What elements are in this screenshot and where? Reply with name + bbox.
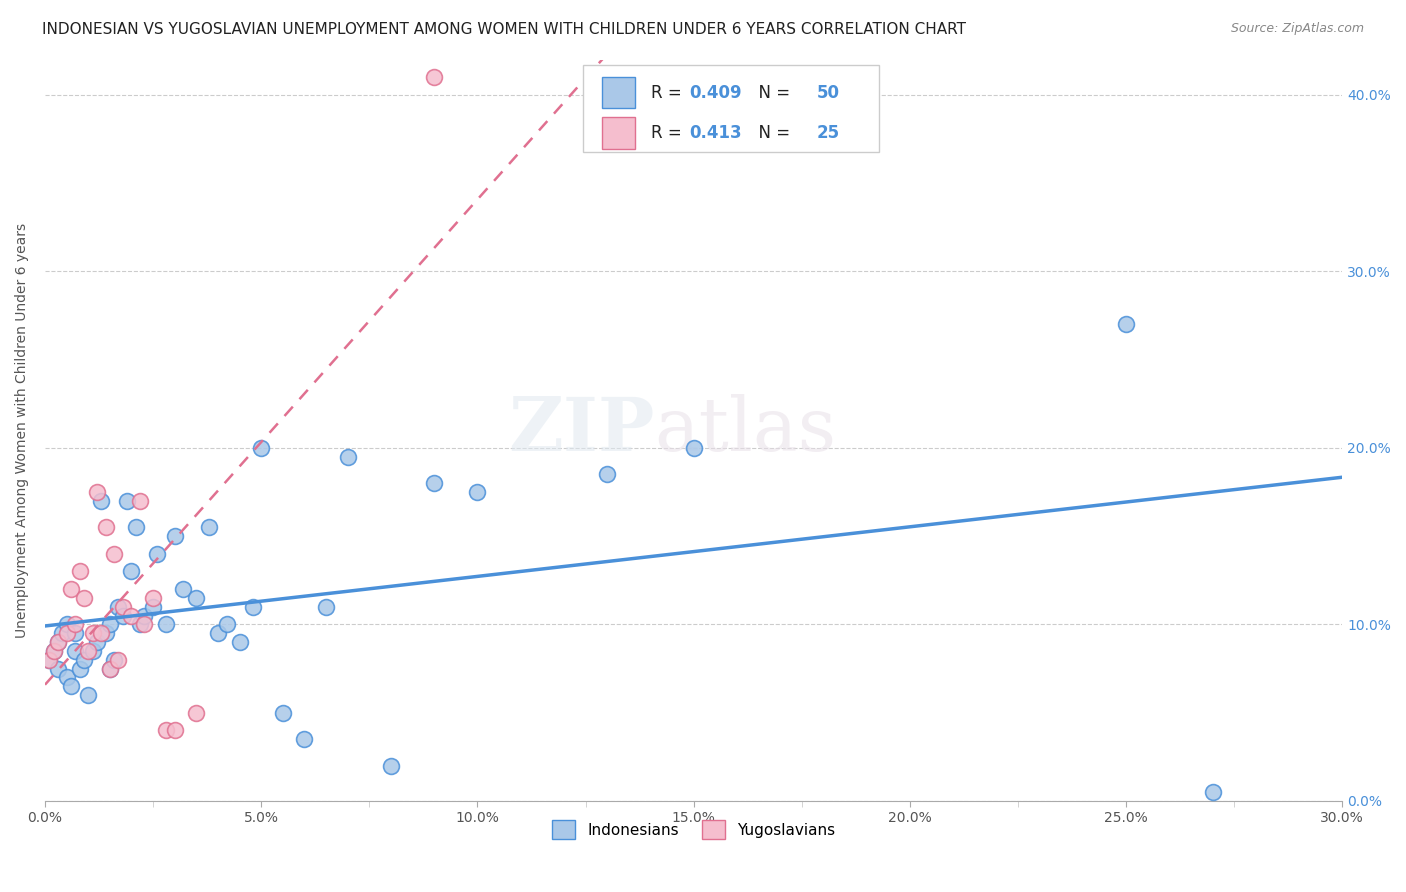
Point: [129, 493, 152, 508]
Point: [336, 450, 359, 464]
Point: [86, 485, 108, 500]
Point: [65, 644, 87, 658]
Text: R =: R =: [651, 84, 686, 102]
Point: [134, 617, 156, 632]
Point: [423, 476, 446, 491]
Point: [46, 661, 69, 675]
Point: [467, 485, 489, 500]
Point: [250, 441, 273, 455]
Point: [59, 582, 82, 596]
Point: [207, 626, 229, 640]
Point: [271, 706, 294, 720]
Point: [186, 591, 208, 605]
Point: [98, 617, 121, 632]
Point: [1115, 318, 1137, 332]
Point: [77, 688, 100, 702]
Point: [107, 599, 129, 614]
Point: [94, 626, 117, 640]
Point: [73, 591, 96, 605]
Point: [172, 582, 194, 596]
Point: [155, 617, 177, 632]
Text: 50: 50: [817, 84, 839, 102]
Point: [90, 626, 112, 640]
Point: [98, 661, 121, 675]
Point: [94, 520, 117, 534]
Point: [228, 635, 250, 649]
Text: Source: ZipAtlas.com: Source: ZipAtlas.com: [1230, 22, 1364, 36]
Point: [142, 591, 165, 605]
Point: [115, 493, 138, 508]
Point: [129, 617, 152, 632]
Point: [38, 653, 60, 667]
Point: [120, 565, 142, 579]
Point: [315, 599, 337, 614]
Point: [380, 758, 402, 772]
Point: [186, 706, 208, 720]
Text: 0.409: 0.409: [690, 84, 742, 102]
Point: [42, 644, 65, 658]
FancyBboxPatch shape: [583, 65, 879, 153]
Point: [46, 635, 69, 649]
Point: [59, 679, 82, 693]
Point: [120, 608, 142, 623]
Point: [46, 635, 69, 649]
Text: ZIP: ZIP: [509, 393, 655, 467]
FancyBboxPatch shape: [602, 118, 636, 149]
Point: [163, 529, 186, 543]
Text: N =: N =: [748, 124, 796, 142]
Text: atlas: atlas: [655, 393, 837, 467]
Point: [55, 626, 77, 640]
Text: R =: R =: [651, 124, 686, 142]
Point: [111, 608, 134, 623]
Y-axis label: Unemployment Among Women with Children Under 6 years: Unemployment Among Women with Children U…: [15, 223, 30, 638]
FancyBboxPatch shape: [602, 78, 636, 108]
Point: [65, 626, 87, 640]
Point: [198, 520, 221, 534]
Point: [146, 547, 169, 561]
Point: [69, 661, 91, 675]
Point: [98, 661, 121, 675]
Point: [65, 617, 87, 632]
Point: [163, 723, 186, 738]
Point: [155, 723, 177, 738]
Point: [51, 626, 73, 640]
Point: [111, 599, 134, 614]
Text: INDONESIAN VS YUGOSLAVIAN UNEMPLOYMENT AMONG WOMEN WITH CHILDREN UNDER 6 YEARS C: INDONESIAN VS YUGOSLAVIAN UNEMPLOYMENT A…: [42, 22, 966, 37]
Point: [142, 599, 165, 614]
Point: [294, 732, 316, 747]
Point: [125, 520, 148, 534]
Point: [242, 599, 264, 614]
Point: [38, 653, 60, 667]
Legend: Indonesians, Yugoslavians: Indonesians, Yugoslavians: [546, 814, 841, 845]
Point: [215, 617, 238, 632]
Text: 25: 25: [817, 124, 839, 142]
Text: 0.413: 0.413: [690, 124, 742, 142]
Point: [423, 70, 446, 85]
Point: [1201, 785, 1223, 799]
Point: [82, 626, 104, 640]
Text: N =: N =: [748, 84, 796, 102]
Point: [107, 653, 129, 667]
Point: [55, 670, 77, 684]
Point: [103, 653, 125, 667]
Point: [73, 653, 96, 667]
Point: [86, 635, 108, 649]
Point: [42, 644, 65, 658]
Point: [77, 644, 100, 658]
Point: [82, 644, 104, 658]
Point: [103, 547, 125, 561]
Point: [55, 617, 77, 632]
Point: [682, 441, 704, 455]
Point: [69, 565, 91, 579]
Point: [596, 467, 619, 482]
Point: [90, 493, 112, 508]
Point: [134, 608, 156, 623]
